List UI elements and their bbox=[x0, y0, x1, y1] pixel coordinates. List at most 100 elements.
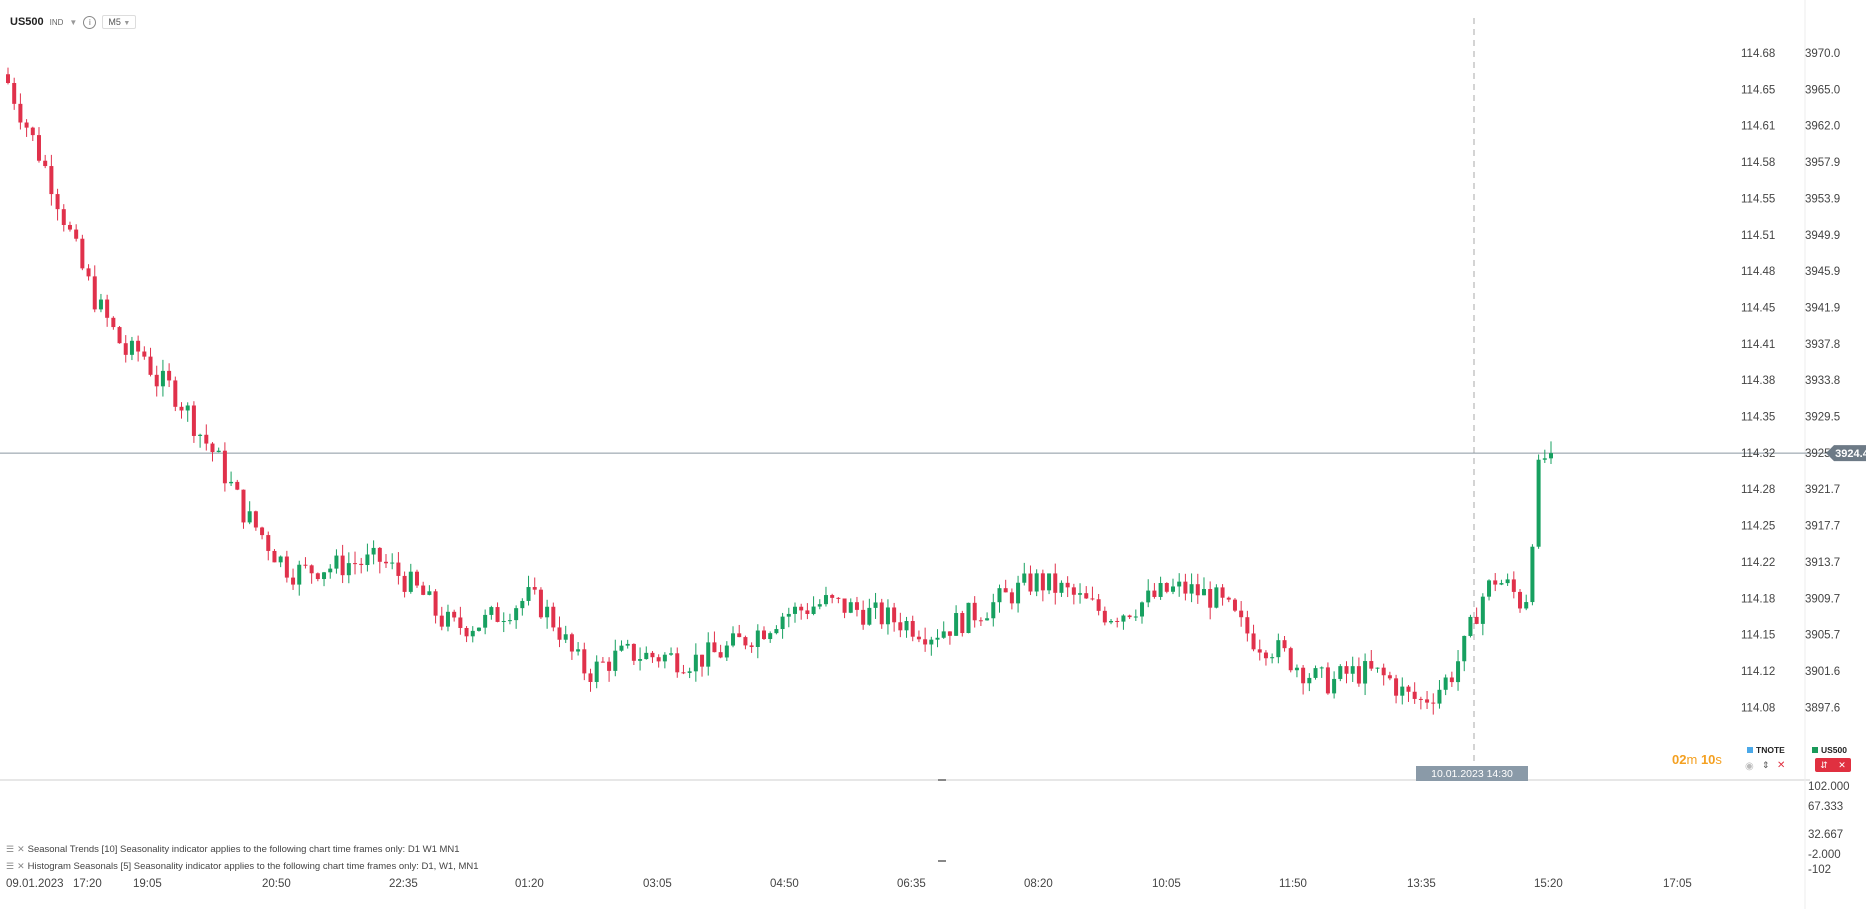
candle-body bbox=[129, 340, 134, 355]
candle-body bbox=[1363, 661, 1368, 684]
candle-body bbox=[1443, 677, 1448, 690]
candle-body bbox=[1505, 579, 1510, 584]
candle-body bbox=[774, 629, 779, 634]
close-icon[interactable]: ✕ bbox=[1777, 760, 1786, 771]
chevron-down-icon: ▼ bbox=[123, 20, 131, 27]
candle-body bbox=[297, 564, 302, 585]
eye-icon[interactable]: ◉ bbox=[1745, 761, 1754, 772]
time-tick-label: 11:50 bbox=[1279, 878, 1307, 890]
candle-body bbox=[780, 616, 785, 630]
timer-seconds: 10 bbox=[1700, 752, 1716, 767]
candle-body bbox=[557, 627, 562, 640]
candle-body bbox=[792, 606, 797, 614]
candle-body bbox=[86, 268, 91, 277]
candle-body bbox=[700, 654, 705, 667]
legend-swatch bbox=[1812, 747, 1818, 753]
candle-icon[interactable]: ⇵ bbox=[1820, 759, 1828, 770]
secondary-tick-label: 114.48 bbox=[1741, 266, 1775, 278]
candle-body bbox=[681, 672, 686, 674]
candle-body bbox=[644, 652, 649, 660]
candle-body bbox=[1542, 458, 1547, 460]
candle-body bbox=[1276, 640, 1281, 658]
candle-body bbox=[353, 563, 358, 565]
candle-body bbox=[1338, 666, 1343, 679]
chevron-down-icon[interactable]: ▼ bbox=[69, 17, 78, 27]
candle-body bbox=[1313, 668, 1318, 678]
candle-body bbox=[1016, 582, 1021, 604]
candle-body bbox=[1146, 590, 1151, 603]
time-tick-label: 10:05 bbox=[1152, 878, 1181, 890]
candle-body bbox=[315, 573, 320, 580]
candle-body bbox=[1530, 546, 1535, 603]
reorder-icon[interactable]: ⇕ bbox=[1762, 760, 1770, 770]
price-tick-label: 3921.7 bbox=[1805, 484, 1840, 496]
time-tick-label: 13:35 bbox=[1407, 878, 1436, 890]
candle-body bbox=[594, 661, 599, 682]
candle-body bbox=[210, 443, 215, 453]
candle-body bbox=[1170, 586, 1175, 592]
candle-body bbox=[396, 562, 401, 576]
candle-body bbox=[198, 434, 203, 436]
legend-label: TNOTE bbox=[1756, 745, 1785, 755]
price-tags: 10.01.2023 14:30 3924.4 bbox=[1416, 445, 1866, 781]
close-icon[interactable]: ✕ bbox=[17, 844, 25, 854]
legend-item-us500[interactable]: US500 bbox=[1812, 745, 1847, 755]
candle-body bbox=[92, 276, 97, 310]
candle-body bbox=[241, 489, 246, 523]
settings-icon[interactable]: ☰ bbox=[6, 861, 15, 871]
candle-body bbox=[1437, 689, 1442, 704]
candle-body bbox=[408, 571, 413, 592]
candle-body bbox=[724, 645, 729, 658]
candle-body bbox=[1499, 583, 1504, 585]
candle-body bbox=[631, 643, 636, 661]
candle-body bbox=[309, 565, 314, 574]
indicator-label: Histogram Seasonals [5] Seasonality indi… bbox=[27, 861, 479, 872]
candle-body bbox=[1270, 657, 1275, 659]
candle-body bbox=[786, 613, 791, 617]
candle-body bbox=[49, 166, 54, 195]
candle-body bbox=[656, 657, 661, 662]
secondary-tick-label: 114.32 bbox=[1741, 448, 1775, 460]
candle-body bbox=[266, 535, 271, 551]
symbol-label[interactable]: US500 bbox=[10, 16, 44, 28]
candle-body bbox=[123, 343, 128, 355]
candle-body bbox=[74, 229, 79, 239]
candle-body bbox=[1059, 582, 1064, 593]
candle-body bbox=[1115, 620, 1120, 622]
indicator-row-seasonal[interactable]: ☰ ✕ Seasonal Trends [10] Seasonality ind… bbox=[6, 844, 460, 855]
candle-body bbox=[520, 600, 525, 609]
series-controls[interactable]: ⇵ ✕ bbox=[1815, 758, 1851, 772]
candle-body bbox=[743, 637, 748, 646]
candle-body bbox=[322, 572, 327, 580]
candle-body bbox=[1356, 666, 1361, 684]
candle-body bbox=[675, 653, 680, 673]
candle-body bbox=[625, 643, 630, 646]
candle-body bbox=[1232, 599, 1237, 611]
candle-body bbox=[1369, 661, 1374, 669]
candle-body bbox=[191, 405, 196, 436]
info-icon[interactable]: i bbox=[83, 15, 97, 29]
timeframe-select[interactable]: M5 ▼ bbox=[102, 15, 137, 29]
candle-body bbox=[1400, 686, 1405, 696]
legend-item-tnote[interactable]: TNOTE bbox=[1747, 745, 1785, 755]
settings-icon[interactable]: ☰ bbox=[6, 844, 15, 854]
candle-body bbox=[421, 585, 426, 595]
candle-body bbox=[1257, 649, 1262, 653]
candle-body bbox=[148, 356, 153, 375]
candle-body bbox=[1140, 602, 1145, 617]
candle-body bbox=[260, 527, 265, 536]
candle-body bbox=[452, 611, 457, 618]
candle-body bbox=[1282, 640, 1287, 649]
secondary-tick-label: 114.25 bbox=[1741, 521, 1775, 533]
candle-body bbox=[253, 511, 258, 528]
close-icon[interactable]: ✕ bbox=[1838, 759, 1846, 770]
price-axes: 3970.0 114.68 3965.0 114.65 3962.0 114.61 3957… bbox=[1741, 48, 1850, 876]
close-icon[interactable]: ✕ bbox=[17, 861, 25, 871]
candle-body bbox=[687, 671, 692, 673]
candle-body bbox=[1071, 587, 1076, 595]
candle-body bbox=[458, 617, 463, 628]
candle-body bbox=[1214, 587, 1219, 608]
candle-body bbox=[1183, 581, 1188, 594]
indicator-row-histogram[interactable]: ☰ ✕ Histogram Seasonals [5] Seasonality … bbox=[6, 861, 479, 872]
